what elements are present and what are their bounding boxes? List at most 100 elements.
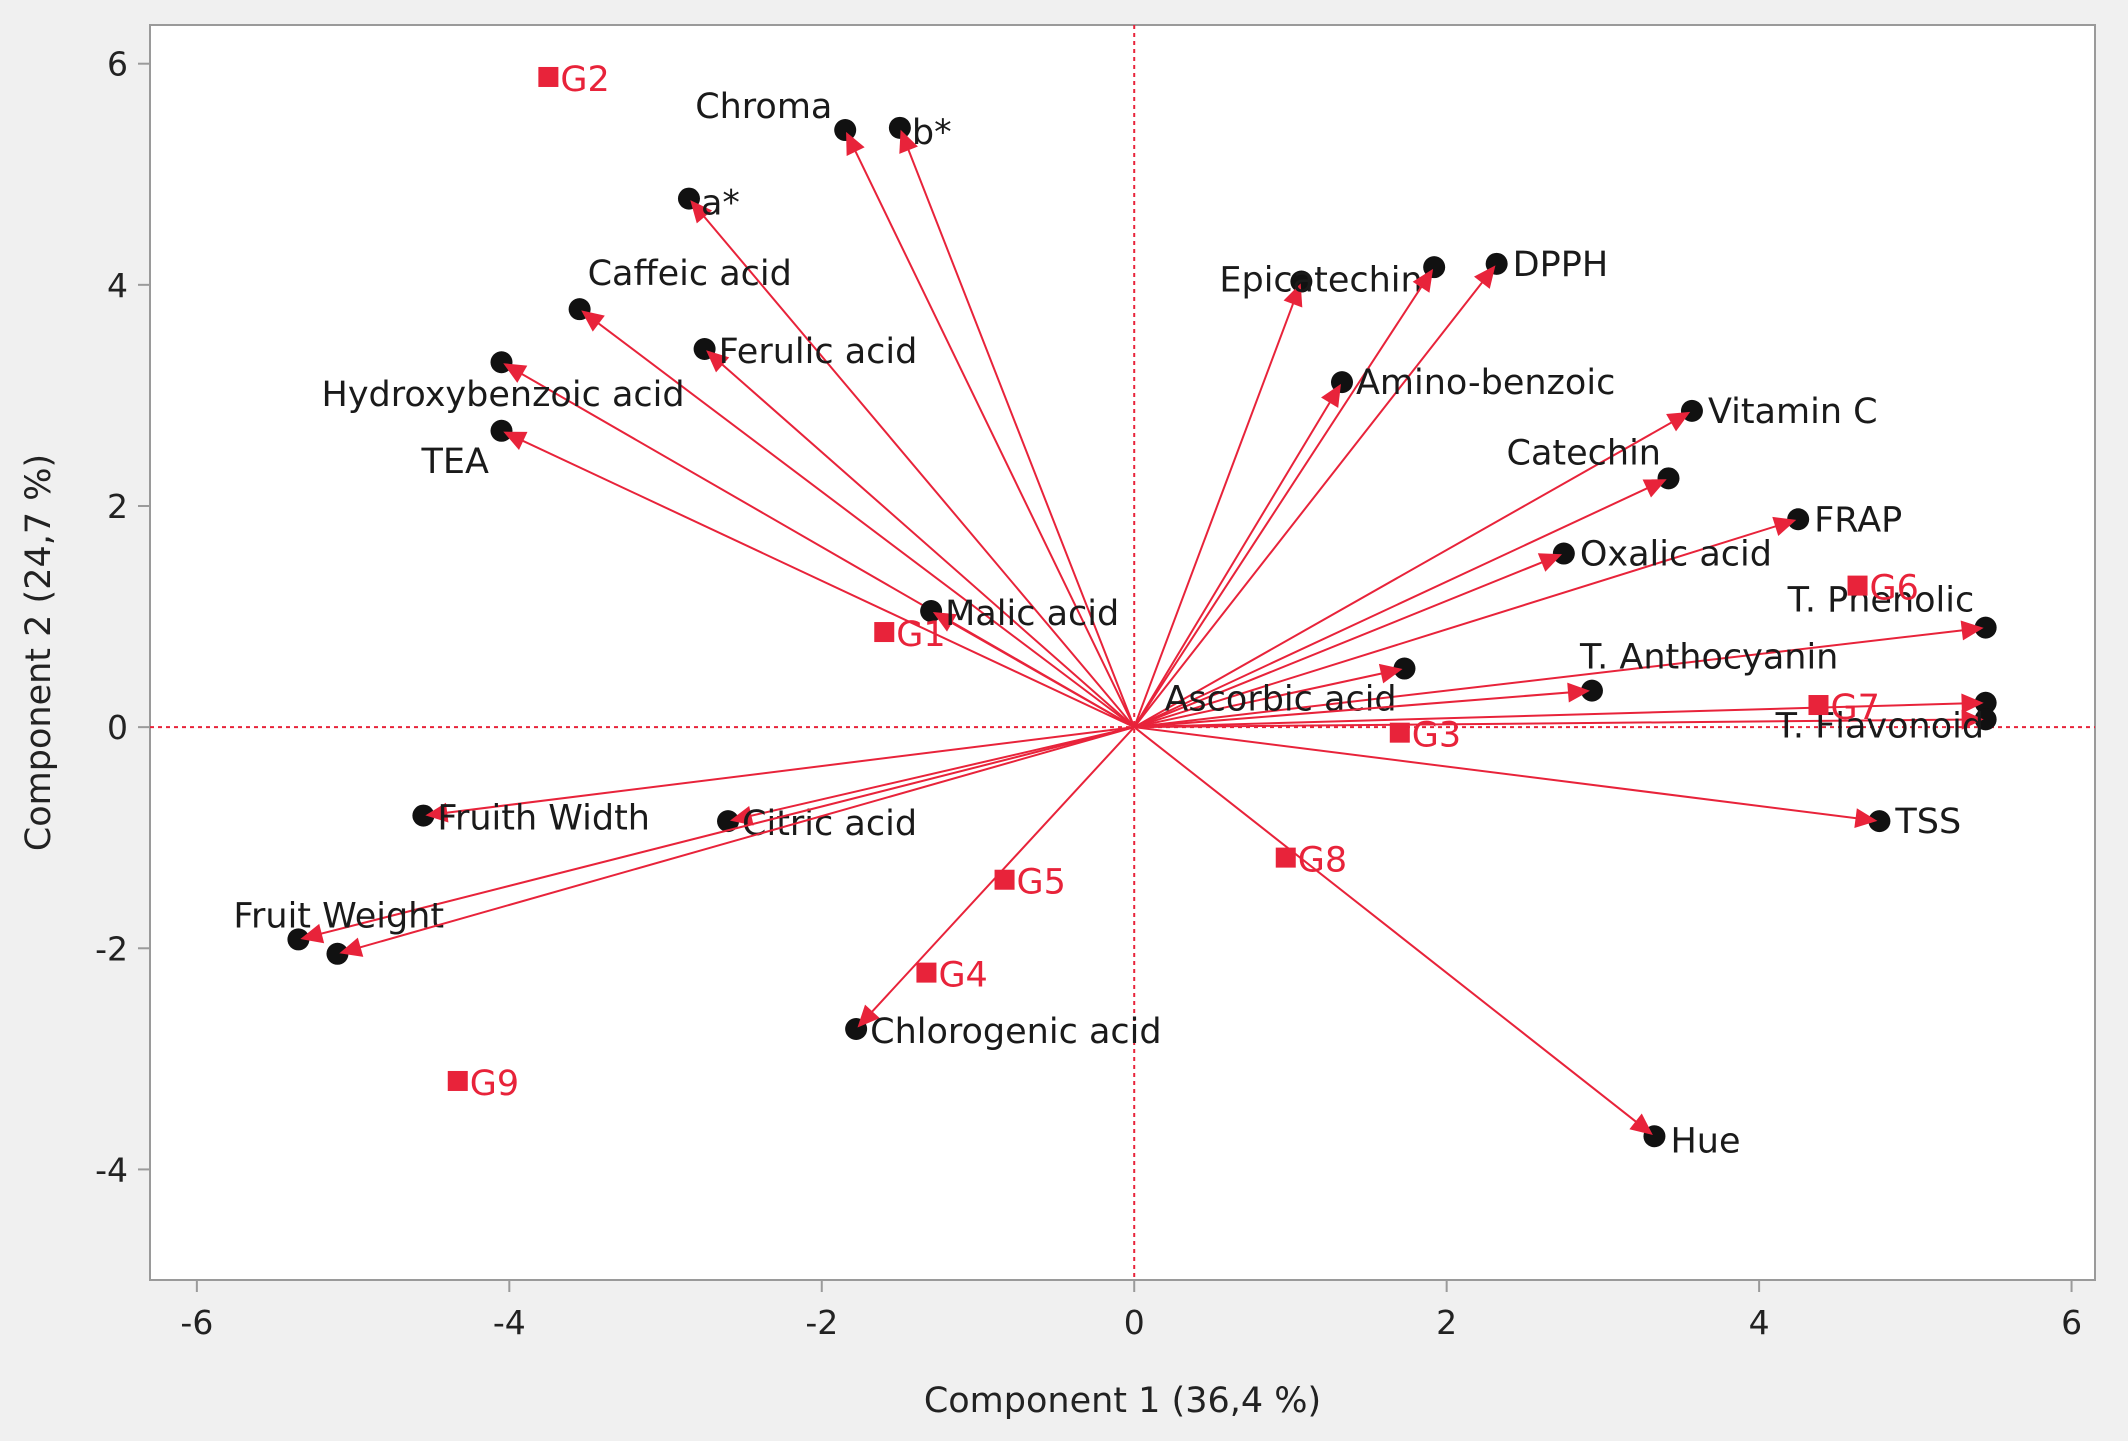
observation-marker [538, 66, 559, 87]
loading-vector: T. Phenolic [1134, 581, 1997, 729]
x-tick-label: 0 [1124, 1303, 1145, 1342]
variable-point [1868, 810, 1891, 833]
observation: G7 [1808, 688, 1880, 728]
variable-label: Oxalic acid [1580, 535, 1772, 575]
vector-arrowhead [846, 131, 865, 157]
variable-label: TSS [1894, 802, 1961, 842]
variable-label: Hydroxybenzoic acid [322, 375, 685, 415]
loading-vector: FRAP [1133, 500, 1902, 729]
vector-line [423, 726, 1135, 817]
observation-marker [874, 622, 895, 643]
loading-vector: Citric acid [717, 726, 1135, 844]
x-tick-label: -4 [493, 1303, 526, 1342]
vector-line [930, 610, 1135, 729]
vector-arrowhead [503, 363, 528, 383]
variable-point [717, 810, 740, 833]
loading-vector [326, 726, 1135, 965]
variable-point [888, 116, 911, 139]
variable-point [1657, 467, 1680, 490]
vector-arrowhead [1629, 1113, 1653, 1136]
x-tick-label: 4 [1749, 1303, 1770, 1342]
loading-vector: Hue [1133, 726, 1740, 1161]
variable-label: Citric acid [742, 804, 917, 844]
loading-vector: Catechin [1133, 433, 1680, 729]
vector-arrowhead [581, 310, 605, 332]
variable-label: FRAP [1814, 500, 1902, 540]
variable-label: Epicatechin [1219, 261, 1422, 301]
loading-vector: DPPH [1133, 245, 1608, 728]
vector-arrowhead [1642, 479, 1667, 498]
loading-vector: Oxalic acid [1133, 535, 1772, 729]
variable-label: Ascorbic acid [1164, 680, 1396, 720]
variable-label: Chroma [695, 87, 832, 127]
variable-point [1974, 708, 1997, 731]
variable-label: T. Anthocyanin [1579, 638, 1838, 678]
vector-line [298, 726, 1135, 941]
vector-line [1134, 626, 1986, 729]
vector-arrowhead [1321, 383, 1341, 408]
observation-marker [994, 869, 1015, 890]
vector-arrowhead [1473, 265, 1496, 289]
y-tick-label: 4 [107, 266, 128, 305]
variable-point [1290, 270, 1313, 293]
variable-label: TEA [421, 442, 489, 482]
x-axis-ticks: -6 -4 -2 0 2 4 6 [180, 1280, 2082, 1342]
variable-point [1787, 508, 1810, 531]
observation-label: G1 [896, 615, 945, 655]
variable-point [412, 804, 435, 827]
vector-line [688, 197, 1135, 728]
vector-arrowhead [425, 802, 449, 823]
loading-vector: Amino-benzoic [1133, 363, 1615, 728]
variable-label: Ferulic acid [719, 332, 918, 372]
variable-label: Fruit Weight [233, 896, 444, 936]
vector-arrowhead [706, 350, 730, 373]
y-tick-label: 2 [107, 487, 128, 526]
loading-vector: b* [888, 113, 1136, 728]
observation-marker [916, 962, 937, 983]
vector-line [727, 726, 1135, 823]
observation: G2 [538, 60, 610, 100]
observation-marker [1275, 847, 1296, 868]
loading-vector: a* [677, 184, 1135, 728]
vector-line [1134, 726, 1880, 823]
vector-line [1133, 477, 1669, 729]
y-axis-ticks: -4 -2 0 2 4 6 [95, 45, 150, 1189]
observation-points: G1 G2 G3 G4 G5 G6 G7 G8 G9 [447, 60, 1919, 1104]
variable-point [1552, 542, 1575, 565]
variable-point [1974, 691, 1997, 714]
variable-point [1580, 679, 1603, 702]
loading-vector: Ferulic acid [693, 332, 1135, 728]
observation: G4 [916, 956, 988, 996]
loading-vector: Caffeic acid [568, 254, 1135, 728]
x-tick-label: 6 [2061, 1303, 2082, 1342]
variable-label: Vitamin C [1708, 392, 1878, 432]
y-axis-title: Component 2 (24,7 %) [19, 454, 59, 851]
vector-line [1133, 410, 1693, 729]
observation: G9 [447, 1064, 519, 1104]
observation: G5 [994, 863, 1066, 903]
vector-line [1133, 381, 1343, 728]
vector-arrowhead [857, 1004, 880, 1028]
loading-vector: Chroma [695, 87, 1136, 728]
observation-label: G5 [1017, 863, 1066, 903]
vector-line [579, 308, 1135, 728]
vector-line [1133, 263, 1498, 728]
observation-marker [1808, 695, 1829, 716]
loading-vector: Ascorbic acid [1134, 657, 1416, 729]
loading-vector: Fruit Weight [233, 726, 1135, 951]
vector-arrowhead [932, 612, 957, 632]
observation-label: G9 [470, 1064, 519, 1104]
x-tick-label: 2 [1436, 1303, 1457, 1342]
variable-label: Hue [1670, 1121, 1740, 1161]
vector-arrowhead [300, 923, 325, 944]
variable-point [834, 119, 857, 142]
variable-label: b* [912, 113, 952, 153]
vector-line [501, 429, 1135, 729]
variable-point [1974, 616, 1997, 639]
variable-point [287, 928, 310, 951]
vector-arrowhead [1772, 516, 1797, 536]
vector-line [1134, 689, 1593, 729]
vector-arrowhead [1283, 283, 1303, 308]
variable-label: a* [701, 184, 740, 224]
